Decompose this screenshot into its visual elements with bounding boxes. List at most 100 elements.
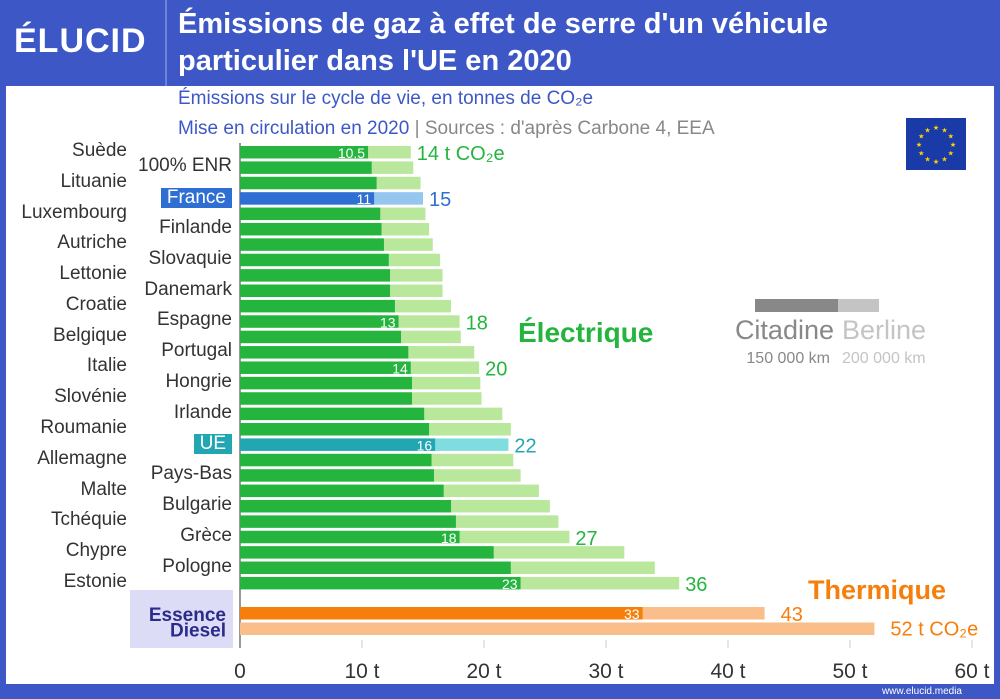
country-label: Belgique [53, 324, 127, 346]
country-label: Pologne [162, 555, 232, 577]
data-label-citadine: 11 [357, 191, 372, 207]
bar-citadine [240, 392, 413, 405]
bar-berline [510, 561, 655, 575]
bar-citadine [240, 407, 425, 421]
bar-berline [383, 238, 433, 251]
data-label-berline: 22 [514, 435, 536, 457]
bar-citadine [240, 330, 402, 344]
bar-berline [410, 361, 480, 374]
bar-berline [388, 253, 441, 267]
star-icon: ★ [941, 156, 947, 164]
header-divider [165, 0, 167, 86]
bar-citadine [240, 269, 391, 282]
bar-berline [424, 407, 503, 421]
star-icon: ★ [924, 126, 930, 134]
data-label-citadine: 10.5 [338, 145, 365, 161]
bar-berline [390, 284, 443, 298]
subtitle-2: Mise en circulation en 2020 | Sources : … [178, 118, 715, 140]
country-label: Autriche [57, 232, 127, 254]
data-label-citadine: 18 [441, 530, 457, 546]
x-tick-label: 0 [234, 660, 246, 683]
bar-berline [520, 576, 680, 590]
country-label: Finlande [159, 216, 232, 238]
bar-berline [376, 176, 421, 190]
x-tick-label: 60 t [954, 660, 989, 683]
country-label: Danemark [144, 278, 232, 300]
elucid-logo: ÉLUCID [14, 22, 147, 60]
star-icon: ★ [924, 156, 930, 164]
country-label: Portugal [161, 340, 232, 362]
bar-berline [443, 484, 539, 498]
data-label-citadine: 23 [502, 576, 518, 592]
bar-berline [374, 192, 423, 205]
country-label: Luxembourg [21, 201, 127, 223]
country-label: Estonie [63, 570, 127, 592]
data-label-berline: 20 [485, 358, 507, 380]
bar-citadine [240, 423, 430, 436]
country-label: Lituanie [60, 170, 127, 192]
country-label: Allemagne [37, 447, 127, 469]
data-label-citadine: 14 [392, 360, 408, 376]
legend-citadine-swatch [755, 299, 838, 312]
bar-berline [398, 315, 460, 328]
bar-berline [412, 376, 481, 390]
country-label: Hongrie [165, 370, 232, 392]
bar-citadine [240, 561, 511, 575]
country-label: Lettonie [59, 263, 127, 285]
star-icon: ★ [918, 133, 924, 141]
bar-citadine [240, 161, 372, 174]
country-label: Espagne [156, 309, 232, 331]
data-label-citadine: 16 [417, 437, 433, 453]
bar-citadine [240, 192, 375, 205]
bar-berline [368, 146, 411, 159]
legend-citadine-km: 150 000 km [746, 350, 830, 367]
bar-citadine [240, 546, 494, 559]
x-tick-label: 30 t [588, 660, 623, 683]
bar-citadine [240, 607, 643, 620]
bar-citadine [240, 284, 391, 298]
chart-title: Émissions de gaz à effet de serre d'un v… [178, 6, 828, 80]
electric-group-label: Électrique [518, 317, 653, 348]
fuel-label: Essence [149, 605, 226, 626]
bar-citadine [240, 576, 521, 590]
bar-citadine [240, 222, 382, 236]
star-icon: ★ [933, 124, 939, 132]
legend-berline: Berline [842, 315, 926, 345]
country-label: Chypre [65, 540, 127, 562]
star-icon: ★ [948, 150, 954, 158]
bar-berline [381, 222, 430, 236]
eu-flag-icon: ★ ★ ★ ★ ★ ★ ★ ★ ★ ★ ★ ★ [906, 118, 966, 170]
x-tick-label: 40 t [710, 660, 745, 683]
country-label: Malte [80, 478, 127, 500]
data-label-berline: 36 [685, 574, 707, 596]
fuel-label: Diesel [170, 621, 226, 642]
data-label-berline: 18 [466, 312, 488, 334]
bar-berline [455, 515, 559, 528]
legend-berline-swatch [838, 299, 879, 312]
bar-berline [451, 499, 550, 513]
bar-berline [408, 346, 475, 359]
bar-citadine [240, 146, 369, 159]
subtitle-date: Mise en circulation en 2020 [178, 118, 410, 139]
bar-citadine [240, 346, 409, 359]
bar-citadine [240, 438, 436, 451]
bar-berline [431, 453, 514, 467]
x-tick-label: 10 t [344, 660, 379, 683]
title-line-2: particulier dans l'UE en 2020 [178, 45, 572, 77]
country-label: France [160, 188, 232, 209]
star-icon: ★ [916, 141, 922, 149]
country-label: Bulgarie [162, 493, 232, 515]
data-label-berline: 27 [575, 528, 597, 550]
bar-berline [240, 622, 875, 635]
x-tick-label: 20 t [466, 660, 501, 683]
thermal-group-label: Thermique [808, 575, 946, 605]
data-label-citadine: 13 [380, 314, 396, 330]
header: ÉLUCID Émissions de gaz à effet de serre… [0, 0, 1000, 86]
data-label-berline: 14 t CO₂e [417, 143, 505, 165]
country-label: Suède [72, 140, 127, 161]
country-label: Tchéquie [50, 509, 127, 531]
star-icon: ★ [933, 158, 939, 166]
bar-citadine [240, 484, 444, 498]
country-label: Croatie [65, 293, 127, 315]
